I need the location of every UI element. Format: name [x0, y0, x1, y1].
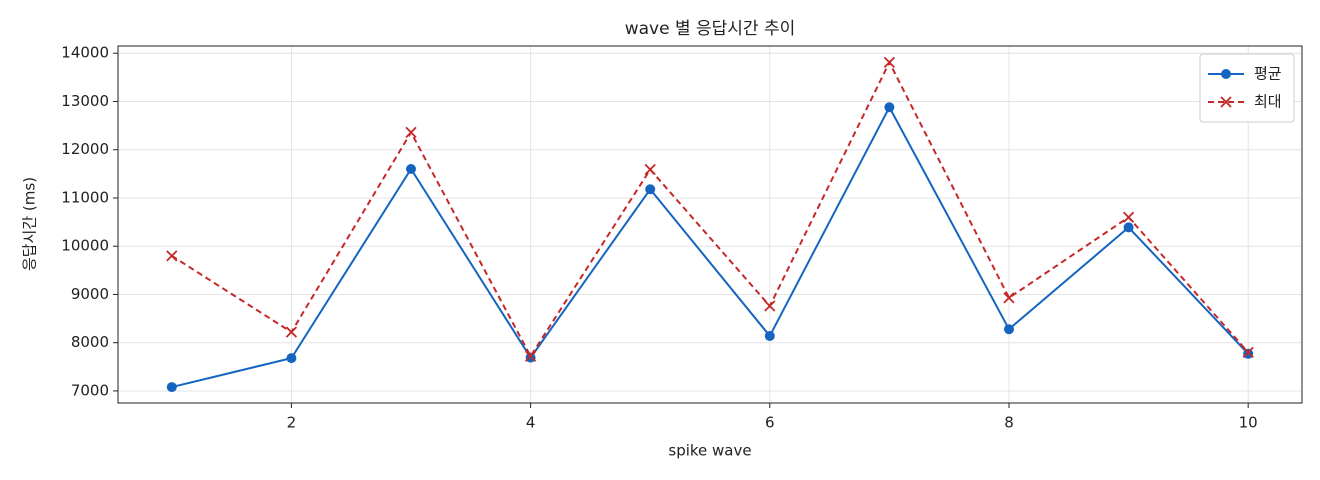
x-tick-label: 8: [1004, 414, 1014, 432]
x-tick-label: 10: [1239, 414, 1258, 432]
marker-stroke: [1003, 292, 1015, 304]
marker: [406, 164, 417, 175]
marker: [1243, 348, 1254, 359]
marker: [883, 56, 896, 69]
marker: [645, 184, 656, 195]
marker: [1122, 211, 1135, 223]
y-tick-label: 8000: [71, 333, 109, 351]
marker: [524, 350, 537, 362]
marker: [1123, 222, 1134, 233]
marker: [1003, 324, 1014, 335]
marker: [1221, 69, 1231, 79]
marker-stroke: [1122, 211, 1135, 223]
x-tick-label: 4: [526, 414, 536, 432]
marker-stroke: [1242, 346, 1254, 358]
marker: [1003, 292, 1015, 304]
y-tick-label: 10000: [61, 237, 109, 255]
y-axis-label: 응답시간 (ms): [21, 177, 39, 271]
marker: [285, 326, 298, 338]
marker-stroke: [644, 163, 656, 176]
y-tick-label: 9000: [71, 285, 109, 303]
marker: [644, 163, 656, 176]
marker-stroke: [524, 350, 537, 362]
marker: [525, 352, 536, 363]
marker: [1220, 96, 1232, 108]
marker-stroke: [405, 126, 417, 138]
chart-title: wave 별 응답시간 추이: [625, 19, 796, 39]
x-axis-label: spike wave: [668, 442, 751, 460]
marker-stroke: [166, 250, 178, 262]
marker: [764, 330, 775, 341]
y-tick-label: 11000: [61, 188, 109, 206]
y-tick-label: 13000: [61, 92, 109, 110]
marker: [286, 353, 297, 364]
marker: [884, 102, 895, 113]
marker: [764, 300, 776, 312]
plot-frame: [117, 45, 1303, 404]
y-tick-label: 12000: [61, 140, 109, 158]
marker-stroke: [764, 300, 776, 312]
marker-stroke: [883, 56, 896, 69]
marker: [166, 382, 177, 393]
y-tick-label: 7000: [71, 381, 109, 399]
x-tick-label: 2: [287, 414, 297, 432]
marker: [166, 250, 178, 262]
marker: [1242, 346, 1254, 358]
marker-stroke: [285, 326, 298, 338]
legend-label: 최대: [1254, 93, 1282, 111]
marker: [405, 126, 417, 138]
x-tick-label: 6: [765, 414, 775, 432]
series-line: [171, 105, 1249, 389]
y-tick-label: 14000: [61, 44, 109, 62]
marker-stroke: [1220, 96, 1232, 108]
legend-label: 평균: [1254, 65, 1282, 83]
series-line: [171, 60, 1249, 359]
